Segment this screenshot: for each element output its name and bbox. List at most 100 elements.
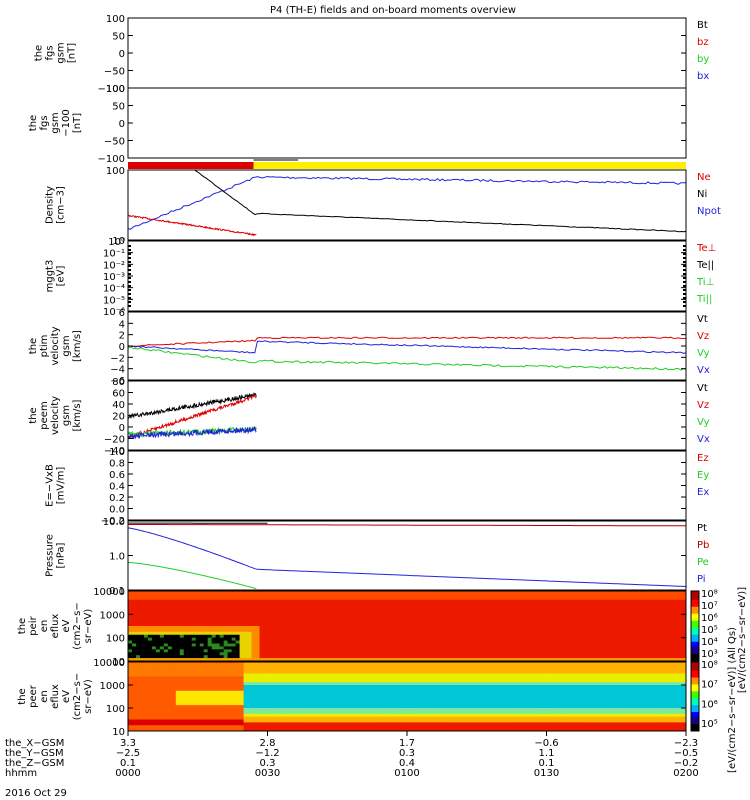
heatmap-cell [498, 623, 504, 627]
heatmap-cell [658, 637, 663, 642]
heatmap-cell [211, 643, 217, 647]
heatmap-cell [558, 620, 563, 624]
heatmap-cell [143, 591, 149, 595]
heatmap-cell [522, 602, 528, 607]
heatmap-cell [299, 623, 304, 627]
heatmap-cell [259, 722, 265, 726]
heatmap-cell [610, 646, 615, 650]
heatmap-cell [155, 673, 161, 677]
heatmap-cell [454, 655, 460, 659]
heatmap-cell [506, 634, 512, 639]
heatmap-cell [343, 623, 348, 627]
heatmap-cell [490, 611, 496, 615]
heatmap-cell [470, 602, 476, 607]
heatmap-cell [335, 710, 340, 715]
heatmap-cell [167, 591, 173, 595]
heatmap-cell [135, 599, 141, 604]
heatmap-cell [359, 646, 364, 650]
heatmap-cell [243, 693, 249, 697]
heatmap-cell [407, 649, 412, 653]
heatmap-cell [606, 591, 611, 595]
heatmap-cell [610, 626, 615, 630]
heatmap-cell [251, 658, 257, 662]
heatmap-cell [299, 713, 304, 718]
heatmap-cell [339, 614, 344, 618]
heatmap-cell [231, 719, 237, 723]
heatmap-cell [426, 655, 432, 659]
heatmap-cell [462, 626, 468, 630]
heatmap-cell [259, 705, 265, 709]
heatmap-cell [347, 716, 352, 720]
heatmap-cell [128, 687, 133, 692]
heatmap-cell [506, 623, 512, 627]
heatmap-cell [231, 673, 237, 677]
panel-frame [127, 169, 687, 241]
heatmap-cell [327, 667, 332, 672]
heatmap-cell [315, 693, 320, 697]
heatmap-cell [367, 608, 372, 612]
heatmap-cell [143, 679, 149, 683]
tick-marks [128, 249, 131, 251]
heatmap-cell [662, 643, 667, 647]
heatmap-cell [327, 713, 332, 718]
heatmap-cell [582, 605, 587, 609]
heatmap-cell [414, 637, 420, 642]
heatmap-cell [175, 702, 181, 706]
heatmap-cell [303, 591, 308, 595]
heatmap-cell [143, 705, 149, 709]
heatmap-cell [179, 602, 185, 607]
heatmap-cell [522, 637, 528, 642]
heatmap-cell [383, 608, 388, 612]
heatmap-cell [582, 631, 587, 636]
heatmap-cell [446, 637, 452, 642]
heatmap-cell [458, 658, 464, 662]
heatmap-cell [578, 634, 583, 639]
heatmap-cell [211, 676, 217, 680]
heatmap-cell [163, 685, 169, 689]
heatmap-cell [291, 710, 296, 715]
heatmap-cell [470, 631, 476, 636]
heatmap-cell [255, 708, 261, 712]
heatmap-cell [267, 696, 272, 700]
heatmap-cell [470, 614, 476, 618]
heatmap-cell [191, 652, 197, 656]
heatmap-cell [418, 605, 424, 609]
heatmap-cell [530, 628, 536, 633]
heatmap-cell [191, 614, 197, 618]
heatmap-cell [658, 593, 663, 598]
heatmap-cell [586, 620, 591, 624]
heatmap-cell [303, 634, 308, 639]
heatmap-cell [283, 667, 288, 672]
heatmap-cell [219, 696, 225, 700]
heatmap-cell [486, 628, 492, 633]
heatmap-cell [550, 626, 555, 630]
heatmap-cell [147, 626, 153, 630]
heatmap-cell [682, 631, 687, 636]
heatmap-cell [135, 608, 141, 612]
heatmap-cell [327, 719, 332, 723]
heatmap-cell [458, 640, 464, 644]
heatmap-cell [315, 667, 320, 672]
heatmap-cell [315, 605, 320, 609]
heatmap-cell [422, 628, 428, 633]
heatmap-cell [211, 623, 217, 627]
heatmap-cell [315, 634, 320, 639]
heatmap-cell [259, 725, 265, 729]
heatmap-cell [223, 596, 229, 601]
heatmap-cell [235, 649, 241, 653]
heatmap-cell [251, 679, 257, 683]
heatmap-cell [155, 705, 161, 709]
heatmap-cell [510, 652, 516, 656]
heatmap-cell [131, 614, 137, 618]
heatmap-cell [514, 611, 520, 615]
heatmap-cell [191, 685, 197, 689]
heatmap-cell [486, 655, 492, 659]
heatmap-cell [570, 652, 575, 656]
heatmap-cell [255, 611, 261, 615]
heatmap-cell [131, 646, 137, 650]
heatmap-cell [243, 670, 249, 674]
heatmap-cell [371, 620, 376, 624]
heatmap-cell [434, 655, 440, 659]
heatmap-cell [155, 682, 161, 686]
